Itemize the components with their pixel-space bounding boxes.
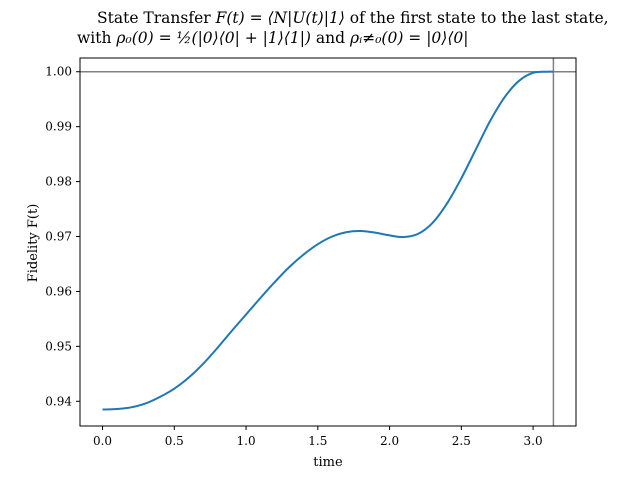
- x-tick-label: 2.5: [452, 434, 471, 448]
- title-text-1a: State Transfer: [97, 9, 216, 27]
- y-tick-label: 0.94: [45, 394, 72, 408]
- x-tick-label: 1.5: [308, 434, 327, 448]
- title-text-1b: of the first state to the last state,: [344, 9, 609, 27]
- y-tick-label: 0.99: [45, 120, 72, 134]
- x-tick-label: 0.0: [93, 434, 112, 448]
- axes-frame: [79, 57, 577, 427]
- x-axis-label: time: [313, 455, 343, 470]
- x-tick-label: 0.5: [165, 434, 184, 448]
- title-math-1: F(t) = ⟨N|U(t)|1⟩: [215, 9, 345, 27]
- ticks-layer: 0.0 0.5 1.0 1.5 2.0 2.5 3.0 0.94 0.95 0.96 0.97 0.9…: [45, 65, 542, 448]
- x-tick-label: 1.0: [237, 434, 256, 448]
- y-axis-label: Fidelity F(t): [26, 204, 41, 283]
- plot-layer: [79, 57, 577, 427]
- title-math-2a: ρ₀(0) = ½(|0⟩⟨0| + |1⟩⟨1|): [116, 29, 311, 47]
- title-text-2a: with: [77, 29, 117, 47]
- y-tick-label: 0.95: [45, 339, 72, 353]
- y-tick-label: 1.00: [45, 65, 72, 79]
- chart-title-line-1: State Transfer F(t) = ⟨N|U(t)|1⟩ of the …: [97, 9, 609, 27]
- x-tick-label: 3.0: [524, 434, 543, 448]
- fidelity-series-line: [102, 70, 554, 411]
- title-text-2b: and: [310, 29, 350, 47]
- y-tick-label: 0.98: [45, 175, 72, 189]
- x-tick-label: 2.0: [380, 434, 399, 448]
- y-tick-label: 0.96: [45, 284, 72, 298]
- y-tick-label: 0.97: [45, 230, 72, 244]
- title-math-2b: ρᵢ≠₀(0) = |0⟩⟨0|: [349, 29, 469, 47]
- chart-title-line-2: with ρ₀(0) = ½(|0⟩⟨0| + |1⟩⟨1|) and ρᵢ≠₀…: [77, 29, 468, 47]
